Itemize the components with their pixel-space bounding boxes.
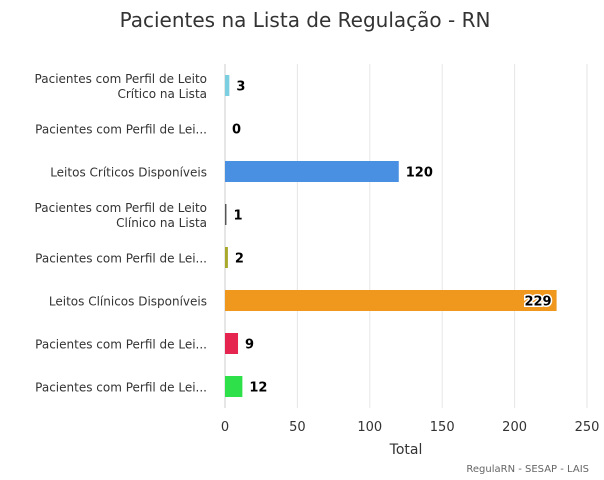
data-label: 12 [249,381,267,396]
x-axis-title: Total [389,442,423,458]
data-label: 0 [232,123,241,138]
data-label: 3 [236,80,245,95]
bar[interactable] [225,75,230,96]
category-label: Pacientes com Perfil de Lei... [35,381,207,395]
chart-title: Pacientes na Lista de Regulação - RN [120,8,491,32]
x-tick-label: 200 [502,420,527,435]
category-label: Pacientes com Perfil de Leito Crítico na … [35,72,207,101]
category-label: Leitos Clínicos Disponíveis [49,295,207,309]
x-tick-label: 150 [430,420,455,435]
bar[interactable] [225,247,228,268]
data-label: 9 [245,338,254,353]
data-label: 2 [235,252,244,267]
category-label: Pacientes com Perfil de Leito Clínico na … [35,201,207,230]
x-tick-label: 0 [221,420,229,435]
category-label: Leitos Críticos Disponíveis [50,166,207,180]
bar[interactable] [225,161,399,182]
x-tick-label: 50 [289,420,306,435]
bar[interactable] [225,290,557,311]
category-label: Pacientes com Perfil de Lei... [35,123,207,137]
bar[interactable] [225,376,243,397]
chart-credits: RegulaRN - SESAP - LAIS [466,464,589,475]
data-label: 229 [524,295,551,310]
x-tick-label: 100 [357,420,382,435]
category-label: Pacientes com Perfil de Lei... [35,252,207,266]
data-label: 120 [406,166,433,181]
category-label: Pacientes com Perfil de Lei... [35,338,207,352]
data-label: 1 [233,209,242,224]
bar[interactable] [225,204,227,225]
x-tick-label: 250 [575,420,600,435]
bar[interactable] [225,333,239,354]
